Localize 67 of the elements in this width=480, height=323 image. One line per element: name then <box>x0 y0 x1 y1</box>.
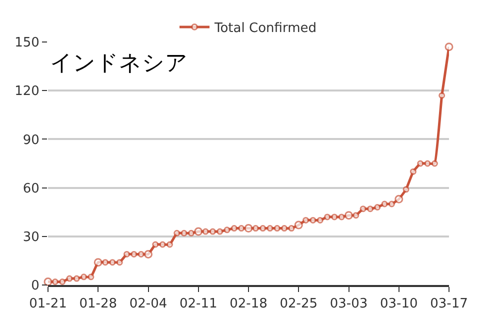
point <box>66 275 73 282</box>
x-tick-label: 02-25 <box>280 296 318 312</box>
point <box>360 206 366 212</box>
point <box>109 259 116 266</box>
point <box>102 259 109 266</box>
point <box>381 200 388 208</box>
point <box>166 241 173 248</box>
point <box>124 250 130 258</box>
point <box>274 225 280 232</box>
point <box>316 216 324 224</box>
chart-title: インドネシア <box>50 51 188 76</box>
point <box>238 225 245 232</box>
point <box>344 211 353 220</box>
point <box>209 228 216 235</box>
point <box>73 275 80 282</box>
y-tick-label: 60 <box>22 181 40 196</box>
point <box>281 225 288 232</box>
x-tick-label: 02-11 <box>179 296 218 312</box>
x-tick-label: 03-17 <box>430 296 468 312</box>
point <box>130 250 138 258</box>
point <box>410 168 416 175</box>
y-tick-label: 120 <box>14 84 40 100</box>
point <box>174 230 180 236</box>
point <box>431 160 438 167</box>
point <box>424 160 431 167</box>
point <box>302 216 310 224</box>
point <box>310 216 316 224</box>
point <box>116 259 123 266</box>
x-tick-label: 01-28 <box>79 296 118 312</box>
x-tick-label: 02-04 <box>129 296 168 312</box>
point <box>180 230 188 236</box>
point <box>438 92 446 99</box>
point <box>59 278 66 286</box>
point <box>260 225 266 232</box>
point <box>202 228 209 235</box>
point <box>138 250 144 258</box>
y-tick-label: 30 <box>22 230 40 245</box>
y-tick-label: 150 <box>14 36 40 51</box>
point <box>374 204 381 210</box>
point <box>152 241 159 248</box>
point <box>144 250 152 258</box>
x-tick-label: 01-21 <box>29 296 67 312</box>
y-tick-label: 90 <box>22 132 40 148</box>
point <box>417 160 424 167</box>
point <box>331 214 338 220</box>
point <box>266 225 274 232</box>
point <box>324 214 331 220</box>
legend-label: Total Confirmed <box>214 21 316 36</box>
point <box>52 278 58 286</box>
point <box>188 230 194 236</box>
point <box>352 212 360 219</box>
point <box>88 274 94 280</box>
point <box>338 214 345 220</box>
point <box>252 225 259 232</box>
point <box>224 226 230 234</box>
point <box>216 228 224 235</box>
point <box>80 274 88 280</box>
x-tick-label: 02-18 <box>230 296 268 312</box>
y-tick-label: 0 <box>31 278 40 294</box>
point <box>288 225 295 232</box>
point <box>159 241 166 248</box>
point <box>366 206 374 212</box>
point <box>230 225 238 232</box>
point <box>402 186 410 193</box>
x-tick-label: 03-03 <box>330 296 368 312</box>
x-tick-label: 03-10 <box>380 296 418 312</box>
point <box>388 200 395 208</box>
